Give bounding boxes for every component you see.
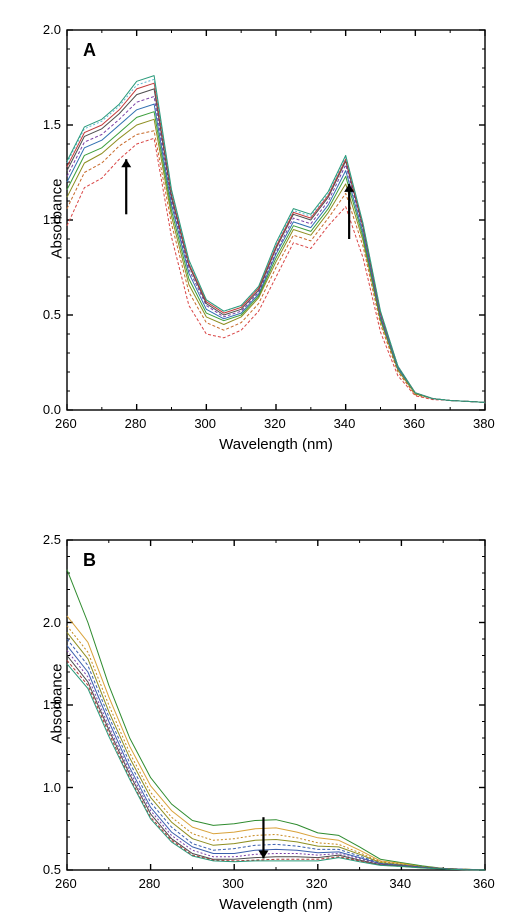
y-tick-label: 1.0 <box>43 780 61 795</box>
panel-b-plot <box>67 540 485 870</box>
x-tick-label: 320 <box>306 876 328 891</box>
spectrum-line <box>67 119 485 402</box>
y-tick-label: 2.0 <box>43 22 61 37</box>
spectrum-line <box>67 651 485 871</box>
panel-b-letter: B <box>83 550 96 571</box>
spectrum-line <box>67 79 485 402</box>
x-tick-label: 300 <box>222 876 244 891</box>
y-tick-label: 2.5 <box>43 532 61 547</box>
spectrum-line <box>67 660 485 870</box>
x-tick-label: 260 <box>55 876 77 891</box>
spectrum-line <box>67 112 485 403</box>
spectrum-line <box>67 639 485 870</box>
spectrum-line <box>67 632 485 870</box>
y-tick-label: 1.5 <box>43 117 61 132</box>
y-tick-label: 2.0 <box>43 615 61 630</box>
x-tick-label: 360 <box>473 876 495 891</box>
trend-arrow <box>121 159 131 214</box>
x-tick-label: 300 <box>194 416 216 431</box>
spectrum-line <box>67 138 485 402</box>
spectrum-line <box>67 616 485 870</box>
trend-arrow <box>258 817 268 858</box>
y-tick-label: 1.0 <box>43 212 61 227</box>
x-tick-label: 280 <box>139 876 161 891</box>
x-tick-label: 320 <box>264 416 286 431</box>
x-tick-label: 340 <box>389 876 411 891</box>
x-tick-label: 340 <box>334 416 356 431</box>
x-tick-label: 260 <box>55 416 77 431</box>
spectrum-line <box>67 570 485 870</box>
y-tick-label: 0.0 <box>43 402 61 417</box>
spectrum-line <box>67 656 485 871</box>
panel-a-letter: A <box>83 40 96 61</box>
spectrum-line <box>67 131 485 403</box>
x-tick-label: 380 <box>473 416 495 431</box>
spectrum-line <box>67 626 485 870</box>
panel-a-xlabel: Wavelength (nm) <box>216 436 336 453</box>
spectrum-line <box>67 76 485 403</box>
y-tick-label: 0.5 <box>43 862 61 877</box>
x-tick-label: 280 <box>125 416 147 431</box>
panel-a-plot <box>67 30 485 410</box>
panel-b-xlabel: Wavelength (nm) <box>216 896 336 913</box>
y-tick-label: 1.5 <box>43 697 61 712</box>
y-tick-label: 0.5 <box>43 307 61 322</box>
figure-container: A Absorbance Wavelength (nm) B Absorbanc… <box>0 0 518 919</box>
x-tick-label: 360 <box>403 416 425 431</box>
